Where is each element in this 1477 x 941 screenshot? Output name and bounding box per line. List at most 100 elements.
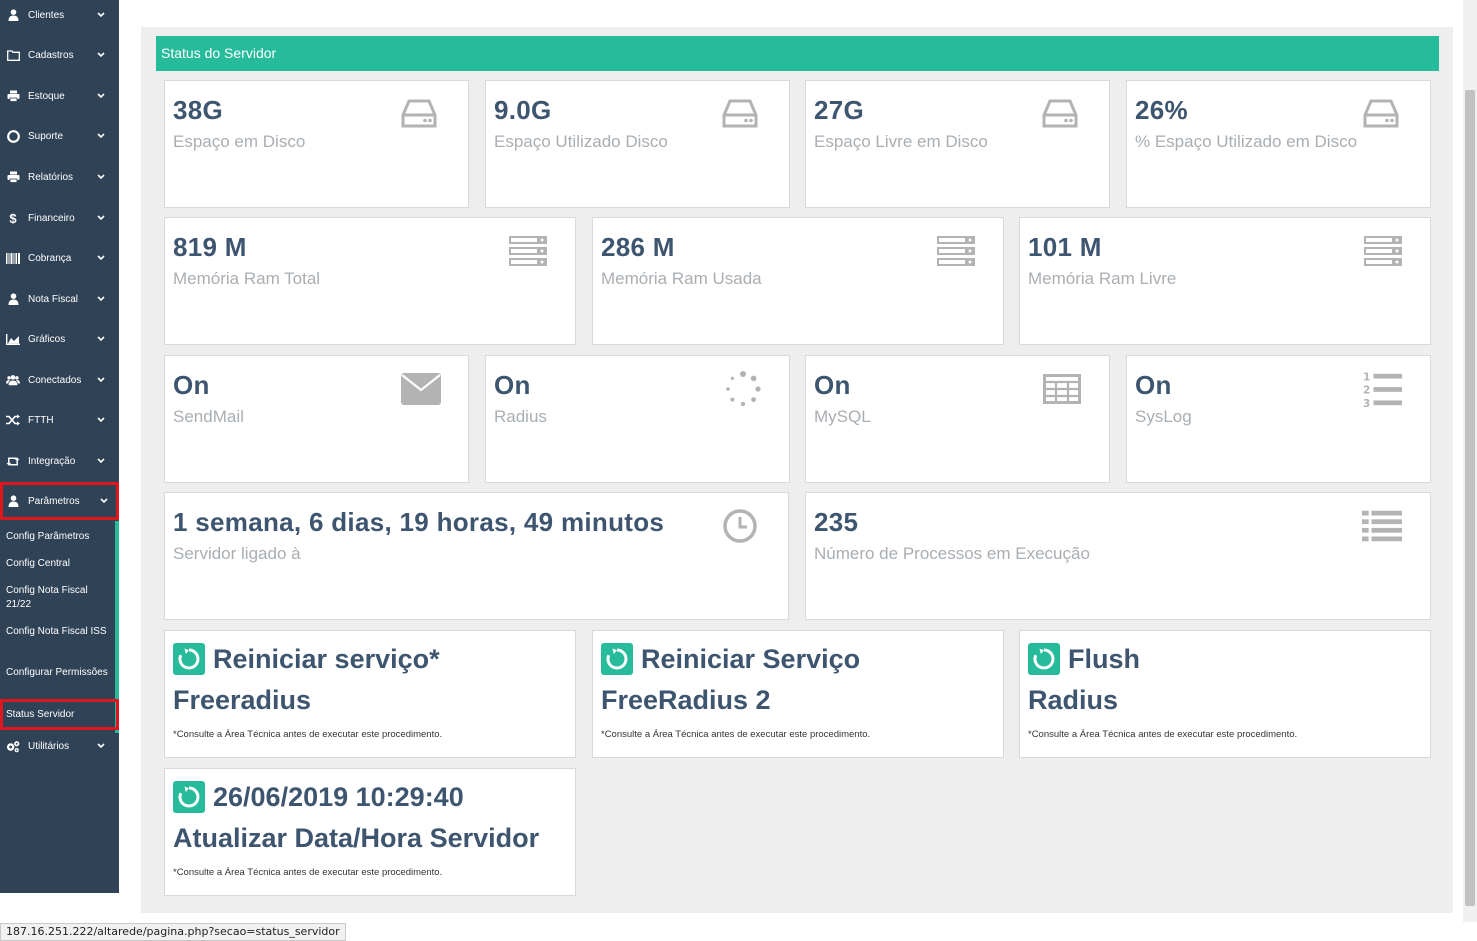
action-note: *Consulte a Área Técnica antes de execut…: [601, 729, 871, 740]
chevron-down-icon: [95, 743, 107, 749]
action-note: *Consulte a Área Técnica antes de execut…: [173, 867, 443, 878]
stat-card-ram-used: 286 M Memória Ram Usada: [592, 217, 1004, 345]
stat-value: On: [814, 370, 851, 400]
action-title: 26/06/2019 10:29:40: [213, 781, 464, 812]
stat-card-disk-total: 38G Espaço em Disco: [164, 80, 469, 208]
status-bar-url: 187.16.251.222/altarede/pagina.php?secao…: [0, 923, 346, 941]
panel-title: Status do Servidor: [156, 36, 1439, 71]
sidebar: Clientes Cadastros Estoque Suporte Relat…: [0, 0, 119, 893]
sidebar-item-label: Suporte: [28, 130, 64, 142]
stat-label: % Espaço Utilizado em Disco: [1135, 132, 1358, 151]
chevron-down-icon: [95, 377, 107, 383]
stat-label: Número de Processos em Execução: [814, 544, 1090, 563]
submenu-item-config-nota-fiscal-2122[interactable]: Config Nota Fiscal 21/22: [6, 585, 88, 610]
sidebar-item-suporte[interactable]: Suporte: [0, 121, 119, 151]
stat-card-sendmail: On SendMail: [164, 355, 469, 483]
sidebar-item-graficos[interactable]: Gráficos: [0, 324, 119, 354]
sidebar-item-estoque[interactable]: Estoque: [0, 81, 119, 111]
action-note: *Consulte a Área Técnica antes de execut…: [1028, 729, 1298, 740]
refresh-icon: [1033, 648, 1055, 670]
submenu-item-configurar-permissoes[interactable]: Configurar Permissões: [6, 667, 108, 678]
submenu-item-config-parametros[interactable]: Config Parâmetros: [6, 531, 90, 542]
sidebar-item-cadastros[interactable]: Cadastros: [0, 40, 119, 70]
sidebar-item-label: Cobrança: [28, 252, 72, 264]
flush-radius-button[interactable]: [1028, 643, 1060, 675]
stat-card-mysql: On MySQL: [805, 355, 1110, 483]
stat-label: Memória Ram Usada: [601, 269, 762, 288]
sidebar-item-conectados[interactable]: Conectados: [0, 365, 119, 395]
sidebar-item-financeiro[interactable]: $ Financeiro: [0, 203, 119, 233]
submenu-parametros: Config Parâmetros Config Central Config …: [0, 521, 119, 733]
stat-value: 286 M: [601, 232, 675, 262]
submenu-item-config-central[interactable]: Config Central: [6, 558, 70, 569]
server-icon: [508, 234, 548, 268]
spinner-icon: [723, 371, 763, 407]
action-title: Reiniciar Serviço: [641, 643, 861, 674]
update-datetime-button[interactable]: [173, 781, 205, 813]
envelope-icon: [401, 372, 441, 406]
server-icon: [936, 234, 976, 268]
chevron-down-icon: [95, 296, 107, 302]
action-title: Flush: [1068, 643, 1140, 674]
lifebuoy-icon: [6, 129, 20, 143]
sidebar-item-label: Gráficos: [28, 333, 66, 345]
stat-card-disk-used: 9.0G Espaço Utilizado Disco: [485, 80, 790, 208]
stat-value: 26%: [1135, 95, 1188, 125]
dollar-icon: $: [9, 210, 17, 226]
submenu-item-status-servidor-highlight[interactable]: Status Servidor: [0, 699, 119, 730]
action-subtitle: Radius: [1028, 685, 1119, 715]
clock-icon: [720, 509, 760, 543]
chevron-down-icon: [95, 255, 107, 261]
stat-value: 235: [814, 507, 859, 537]
printer-icon: [6, 170, 20, 184]
submenu-item-config-nota-fiscal-iss[interactable]: Config Nota Fiscal ISS: [6, 626, 107, 637]
sidebar-item-ftth[interactable]: FTTH: [0, 405, 119, 435]
submenu-item-status-servidor[interactable]: Status Servidor: [6, 709, 75, 720]
svg-text:2: 2: [1363, 385, 1370, 397]
chevron-down-icon: [95, 93, 107, 99]
sidebar-item-nota-fiscal[interactable]: Nota Fiscal: [0, 284, 119, 314]
list-icon: [1362, 509, 1402, 543]
chevron-down-icon: [95, 133, 107, 139]
action-card-flush-radius: Flush Radius *Consulte a Área Técnica an…: [1019, 630, 1431, 758]
stat-card-disk-free: 27G Espaço Livre em Disco: [805, 80, 1110, 208]
sidebar-item-relatorios[interactable]: Relatórios: [0, 162, 119, 192]
sidebar-item-label: Conectados: [28, 374, 82, 386]
stat-label: Radius: [494, 407, 547, 426]
sidebar-item-label: Clientes: [28, 9, 65, 21]
printer-icon: [6, 89, 20, 103]
svg-text:3: 3: [1363, 398, 1370, 409]
sidebar-item-integracao[interactable]: Integração: [0, 446, 119, 476]
stat-value: On: [1135, 370, 1172, 400]
sidebar-item-parametros[interactable]: Parâmetros: [0, 482, 119, 520]
sidebar-item-label: Cadastros: [28, 49, 74, 61]
sidebar-item-cobranca[interactable]: Cobrança: [0, 243, 119, 273]
action-subtitle: Atualizar Data/Hora Servidor: [173, 823, 540, 853]
chevron-down-icon: [95, 417, 107, 423]
stat-value: 9.0G: [494, 95, 552, 125]
sidebar-item-clientes[interactable]: Clientes: [0, 0, 119, 30]
chevron-down-icon: [98, 498, 110, 504]
sidebar-item-label: Financeiro: [28, 212, 75, 224]
stat-label: MySQL: [814, 407, 871, 426]
stat-card-ram-total: 819 M Memória Ram Total: [164, 217, 576, 345]
stat-card-radius: On Radius: [485, 355, 790, 483]
refresh-icon: [178, 648, 200, 670]
stat-label: SendMail: [173, 407, 244, 426]
stat-label: Espaço Utilizado Disco: [494, 132, 668, 151]
svg-text:1: 1: [1363, 371, 1370, 383]
sidebar-item-utilitarios[interactable]: Utilitários: [0, 731, 119, 761]
stat-value: 27G: [814, 95, 865, 125]
chevron-down-icon: [95, 174, 107, 180]
restart-freeradius-button[interactable]: [173, 643, 205, 675]
restart-freeradius2-button[interactable]: [601, 643, 633, 675]
stat-value: 1 semana, 6 dias, 19 horas, 49 minutos: [173, 507, 665, 537]
sidebar-item-label: Relatórios: [28, 171, 74, 183]
stat-value: 101 M: [1028, 232, 1102, 262]
sidebar-item-label: Integração: [28, 455, 76, 467]
stat-card-processes: 235 Número de Processos em Execução: [805, 492, 1431, 620]
refresh-icon: [606, 648, 628, 670]
stat-label: Espaço em Disco: [173, 132, 306, 151]
scrollbar-thumb[interactable]: [1465, 90, 1475, 906]
